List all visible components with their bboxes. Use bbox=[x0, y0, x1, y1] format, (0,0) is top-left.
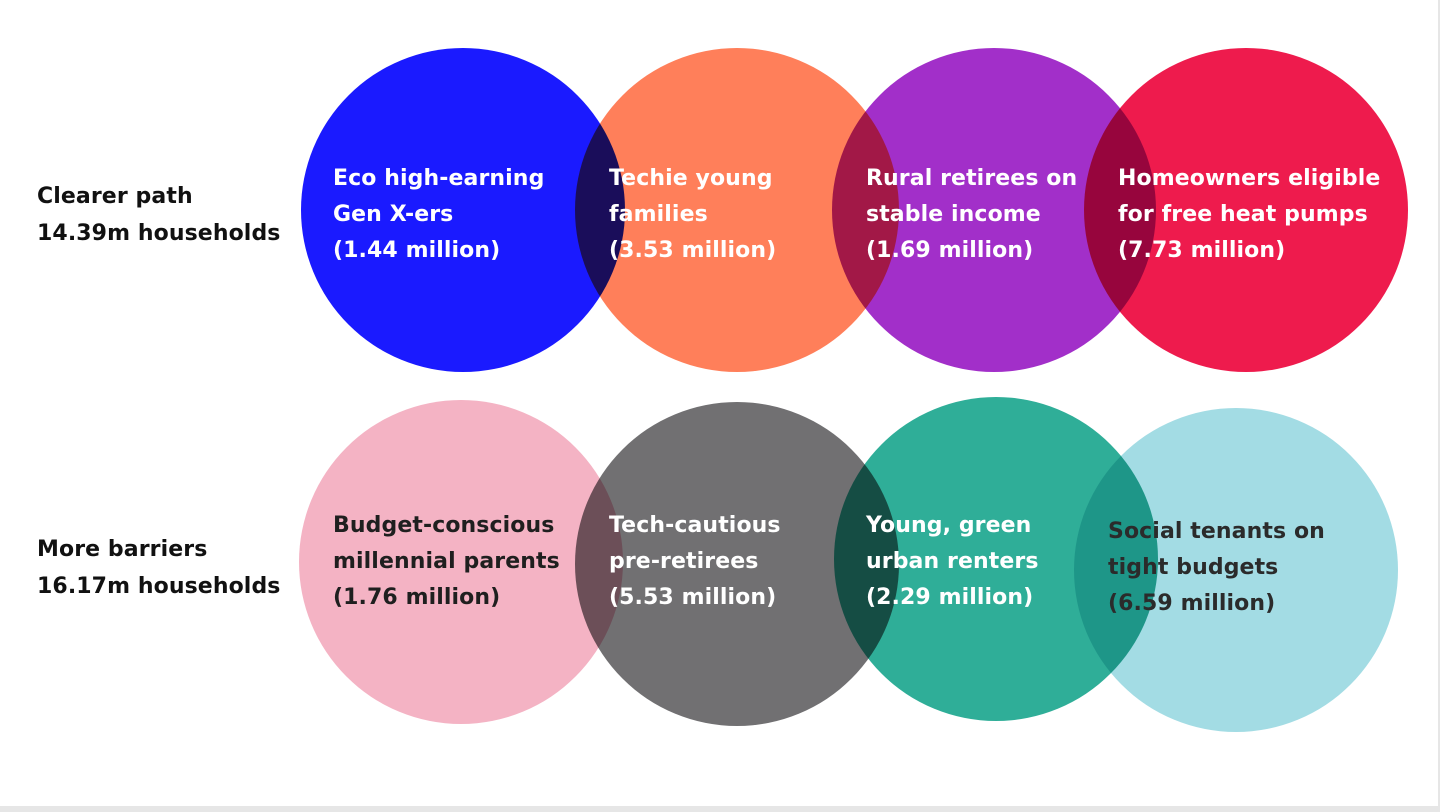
segment-name-line2: families bbox=[609, 202, 708, 227]
segment-label-young-green: Young, green urban renters (2.29 million… bbox=[866, 508, 1039, 616]
segment-name-line2: for free heat pumps bbox=[1118, 202, 1368, 227]
segment-label-eco-high-earning: Eco high-earning Gen X-ers (1.44 million… bbox=[333, 161, 544, 269]
segment-label-techie-young: Techie young families (3.53 million) bbox=[609, 161, 776, 269]
segment-name-line2: pre-retirees bbox=[609, 549, 759, 574]
segment-name-line1: Budget-conscious bbox=[333, 513, 555, 538]
segment-value: (5.53 million) bbox=[609, 585, 777, 610]
circle-social-tenants bbox=[1074, 408, 1398, 732]
segment-value: (1.69 million) bbox=[866, 238, 1034, 263]
circle-budget-conscious-parents bbox=[299, 400, 623, 724]
segment-name-line1: Rural retirees on bbox=[866, 166, 1078, 191]
segment-value: (7.73 million) bbox=[1118, 238, 1286, 263]
circle-homeowners-heat-pumps bbox=[1084, 48, 1408, 372]
row-label-clearer-path: Clearer path 14.39m households bbox=[37, 178, 281, 252]
row-label-households: 16.17m households bbox=[37, 574, 281, 599]
segment-name-line2: urban renters bbox=[866, 549, 1039, 574]
segment-label-budget-conscious: Budget-conscious millennial parents (1.7… bbox=[333, 508, 560, 616]
segment-name-line1: Social tenants on bbox=[1108, 519, 1325, 544]
segment-name-line1: Homeowners eligible bbox=[1118, 166, 1381, 191]
segment-label-rural-retirees: Rural retirees on stable income (1.69 mi… bbox=[866, 161, 1077, 269]
row-label-title: More barriers bbox=[37, 537, 208, 562]
segment-label-tech-cautious: Tech-cautious pre-retirees (5.53 million… bbox=[609, 508, 781, 616]
segment-name-line2: Gen X-ers bbox=[333, 202, 454, 227]
segment-label-homeowners: Homeowners eligible for free heat pumps … bbox=[1118, 161, 1380, 269]
segment-name-line2: millennial parents bbox=[333, 549, 560, 574]
segment-name-line2: stable income bbox=[866, 202, 1041, 227]
segment-name-line1: Young, green bbox=[866, 513, 1032, 538]
segment-name-line1: Eco high-earning bbox=[333, 166, 545, 191]
row-label-title: Clearer path bbox=[37, 184, 193, 209]
segment-name-line2: tight budgets bbox=[1108, 555, 1279, 580]
row-label-more-barriers: More barriers 16.17m households bbox=[37, 531, 281, 605]
segment-value: (3.53 million) bbox=[609, 238, 777, 263]
segment-value: (6.59 million) bbox=[1108, 591, 1276, 616]
segment-value: (1.76 million) bbox=[333, 585, 501, 610]
circle-eco-high-earning-gen-x bbox=[301, 48, 625, 372]
segment-name-line1: Tech-cautious bbox=[609, 513, 781, 538]
segment-label-social-tenants: Social tenants on tight budgets (6.59 mi… bbox=[1108, 514, 1325, 622]
row-label-households: 14.39m households bbox=[37, 221, 281, 246]
segment-name-line1: Techie young bbox=[609, 166, 773, 191]
segment-value: (1.44 million) bbox=[333, 238, 501, 263]
segment-value: (2.29 million) bbox=[866, 585, 1034, 610]
